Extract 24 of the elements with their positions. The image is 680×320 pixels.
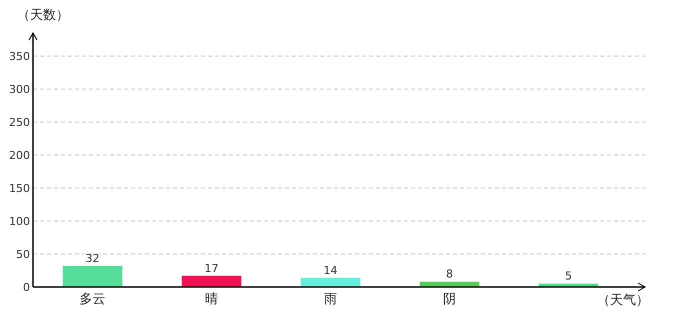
x-tick-label: 阴 bbox=[443, 292, 456, 307]
y-tick-label: 350 bbox=[9, 50, 30, 64]
x-tick-label: 雨 bbox=[324, 292, 337, 307]
data-label: 14 bbox=[324, 264, 338, 277]
y-axis-title: （天数） bbox=[17, 8, 69, 23]
y-tick-label: 200 bbox=[9, 149, 30, 162]
bar bbox=[300, 278, 360, 287]
y-tick-label: 100 bbox=[9, 215, 30, 228]
x-tick-label: 多云 bbox=[80, 292, 106, 307]
y-tick-label: 0 bbox=[23, 281, 30, 294]
bar bbox=[420, 282, 480, 287]
bar bbox=[182, 276, 242, 287]
data-label: 17 bbox=[204, 262, 218, 275]
x-tick-label: 晴 bbox=[205, 292, 218, 307]
bar bbox=[538, 284, 598, 287]
bar bbox=[62, 266, 122, 287]
y-tick-label: 50 bbox=[16, 248, 30, 262]
data-label: 32 bbox=[86, 252, 100, 265]
x-axis-title: （天气） bbox=[597, 293, 649, 308]
data-label: 5 bbox=[565, 270, 572, 283]
y-tick-label: 250 bbox=[9, 116, 30, 130]
y-tick-label: 300 bbox=[9, 83, 30, 96]
y-tick-label: 150 bbox=[9, 182, 30, 196]
data-label: 8 bbox=[446, 268, 453, 281]
